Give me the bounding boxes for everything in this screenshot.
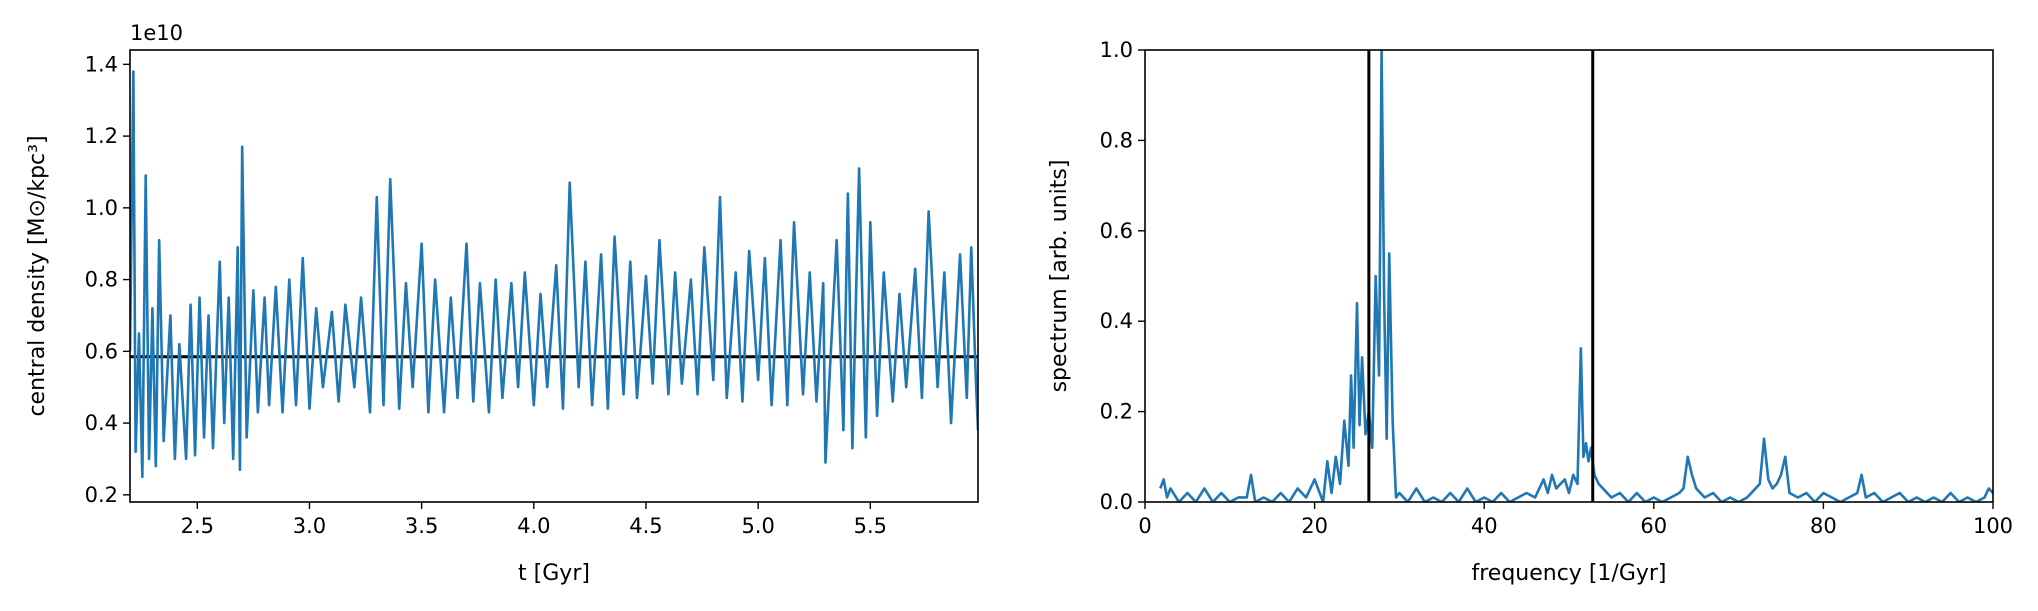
left-y-tick-label: 0.4 (85, 411, 118, 435)
left-x-tick-label: 4.5 (629, 514, 662, 538)
right-x-tick-label: 40 (1471, 514, 1498, 538)
left-x-axis-label: t [Gyr] (518, 561, 590, 586)
right-axes-frame (1144, 49, 1994, 503)
left-x-tick-label: 3.0 (293, 514, 326, 538)
left-panel: 2.5 3.0 3.5 4.0 4.5 5.0 5.5 0.2 0.4 0.6 0.8 1.0 1.2… (25, 21, 979, 586)
left-offset-text: 1e10 (130, 21, 183, 45)
right-x-tick-label: 20 (1301, 514, 1328, 538)
left-y-tick-label: 1.2 (85, 124, 118, 148)
right-y-tick-label: 1.0 (1100, 38, 1133, 62)
right-x-tick-label: 80 (1810, 514, 1837, 538)
right-series-group (1159, 50, 1993, 502)
right-x-tick-label: 100 (1973, 514, 2013, 538)
left-y-tick-label: 1.4 (85, 52, 118, 76)
left-x-tick-label: 4.0 (517, 514, 550, 538)
right-series-line (1159, 50, 1993, 502)
left-y-axis-label: central density [M⊙/kpc³] (25, 135, 50, 416)
right-y-tick-label: 0.2 (1100, 400, 1133, 424)
right-x-axis-label: frequency [1/Gyr] (1471, 561, 1666, 586)
left-plot-area (130, 50, 978, 502)
left-x-tick-label: 2.5 (181, 514, 214, 538)
right-x-tick-label: 60 (1640, 514, 1667, 538)
right-plot-area (1145, 50, 1993, 502)
right-y-ticks: 0.0 0.2 0.4 0.6 0.8 1.0 (1100, 38, 1145, 514)
left-y-tick-label: 0.6 (85, 339, 118, 363)
right-y-tick-label: 0.4 (1100, 309, 1133, 333)
left-series-line (130, 70, 978, 479)
left-x-tick-label: 5.5 (854, 514, 887, 538)
left-y-tick-label: 1.0 (85, 196, 118, 220)
right-reference-line-group (1367, 50, 1595, 502)
left-x-ticks: 2.5 3.0 3.5 4.0 4.5 5.0 5.5 (181, 502, 887, 538)
right-x-tick-label: 0 (1138, 514, 1151, 538)
left-y-ticks: 0.2 0.4 0.6 0.8 1.0 1.2 1.4 (85, 52, 130, 507)
left-y-tick-label: 0.8 (85, 268, 118, 292)
right-x-ticks: 0 20 40 60 80 100 (1138, 502, 2013, 538)
right-y-tick-label: 0.0 (1100, 490, 1133, 514)
left-axes-frame (129, 49, 979, 503)
right-y-tick-label: 0.6 (1100, 219, 1133, 243)
left-x-tick-label: 5.0 (741, 514, 774, 538)
right-y-axis-label: spectrum [arb. units] (1047, 160, 1072, 393)
right-panel: 0 20 40 60 80 100 0.0 0.2 0.4 0.6 0.8 1.0 frequenc… (1047, 38, 2013, 586)
left-y-tick-label: 0.2 (85, 483, 118, 507)
left-series-group (130, 70, 978, 479)
right-y-tick-label: 0.8 (1100, 128, 1133, 152)
left-x-tick-label: 3.5 (405, 514, 438, 538)
